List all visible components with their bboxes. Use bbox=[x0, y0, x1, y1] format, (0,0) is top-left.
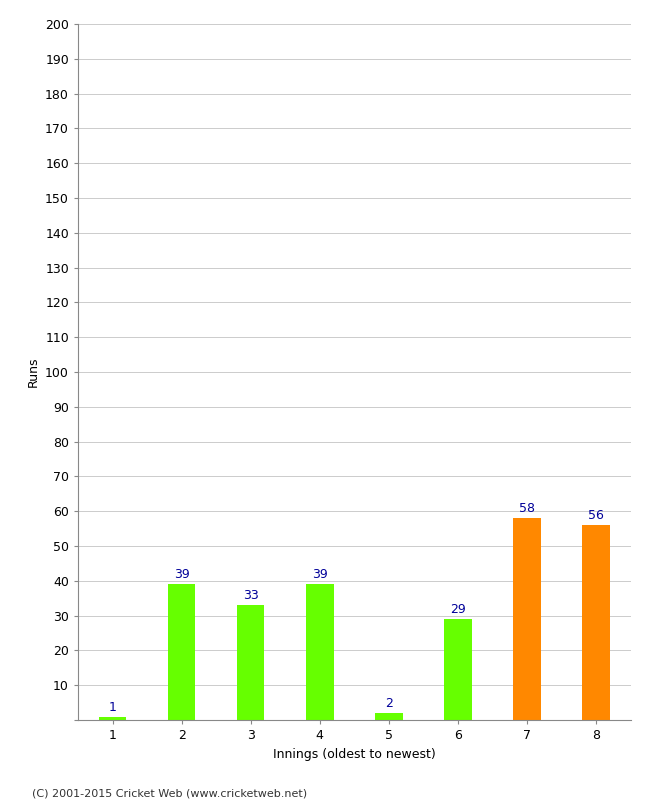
Text: 33: 33 bbox=[243, 590, 259, 602]
Bar bbox=[306, 584, 333, 720]
Bar bbox=[99, 717, 126, 720]
Y-axis label: Runs: Runs bbox=[27, 357, 40, 387]
Text: 56: 56 bbox=[588, 510, 604, 522]
X-axis label: Innings (oldest to newest): Innings (oldest to newest) bbox=[273, 747, 436, 761]
Text: 58: 58 bbox=[519, 502, 535, 515]
Text: 2: 2 bbox=[385, 698, 393, 710]
Text: 29: 29 bbox=[450, 603, 465, 616]
Bar bbox=[168, 584, 196, 720]
Bar bbox=[237, 605, 265, 720]
Text: (C) 2001-2015 Cricket Web (www.cricketweb.net): (C) 2001-2015 Cricket Web (www.cricketwe… bbox=[32, 788, 307, 798]
Bar bbox=[444, 619, 472, 720]
Bar bbox=[375, 713, 402, 720]
Bar bbox=[582, 525, 610, 720]
Text: 1: 1 bbox=[109, 701, 116, 714]
Bar bbox=[513, 518, 541, 720]
Text: 39: 39 bbox=[312, 569, 328, 582]
Text: 39: 39 bbox=[174, 569, 189, 582]
